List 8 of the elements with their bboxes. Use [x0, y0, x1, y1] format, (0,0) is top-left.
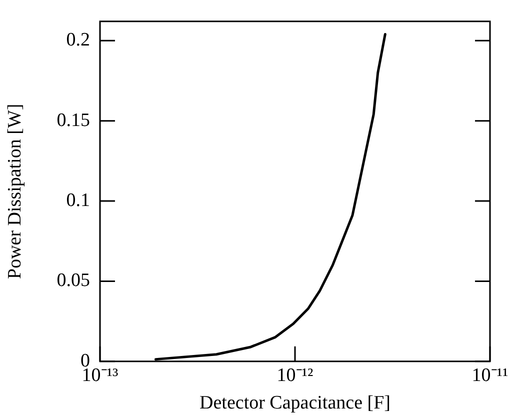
y-tick-label: 0.15	[56, 110, 90, 131]
y-tick-label: 0.05	[56, 270, 90, 292]
x-tick-label: 10⁻¹²	[276, 364, 314, 386]
y-axis-title: Power Dissipation [W]	[4, 104, 26, 279]
y-tick-label: 0.2	[66, 30, 90, 51]
x-tick-label: 10⁻¹¹	[472, 364, 508, 386]
x-axis-title: Detector Capacitance [F]	[200, 392, 390, 414]
y-tick-label: 0.1	[66, 190, 90, 212]
